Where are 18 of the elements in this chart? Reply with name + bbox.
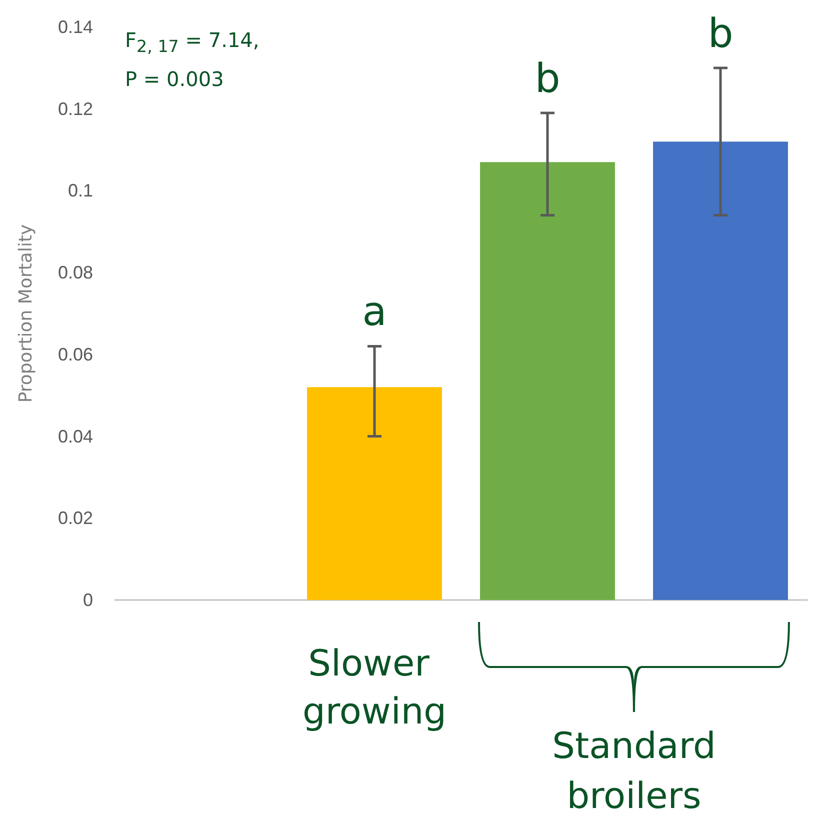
text: Standard broilers (551, 725, 717, 819)
y-tick-label: 0.04 (58, 426, 93, 446)
y-tick-label: 0.12 (58, 98, 93, 119)
y-tick-label: 0.08 (58, 262, 93, 283)
bar (307, 387, 442, 600)
bar (653, 142, 788, 600)
annotation: F$_{2, 17}$ = 7.14, P = 0.003 (125, 27, 260, 93)
data-label: a (362, 289, 387, 336)
data-label: b (708, 10, 734, 57)
bar (480, 162, 615, 600)
y-tick-label: 0 (82, 590, 93, 610)
x-tick-label: Slower growing (302, 644, 446, 732)
y-tick-label: 0.1 (68, 180, 93, 201)
y-axis-title: Proportion Mortality (16, 224, 36, 403)
y-tick-label: 0.06 (58, 344, 93, 364)
data-label: b (534, 56, 560, 102)
y-tick-label: 0.02 (58, 508, 93, 528)
y-tick-label: 0.14 (58, 17, 93, 37)
